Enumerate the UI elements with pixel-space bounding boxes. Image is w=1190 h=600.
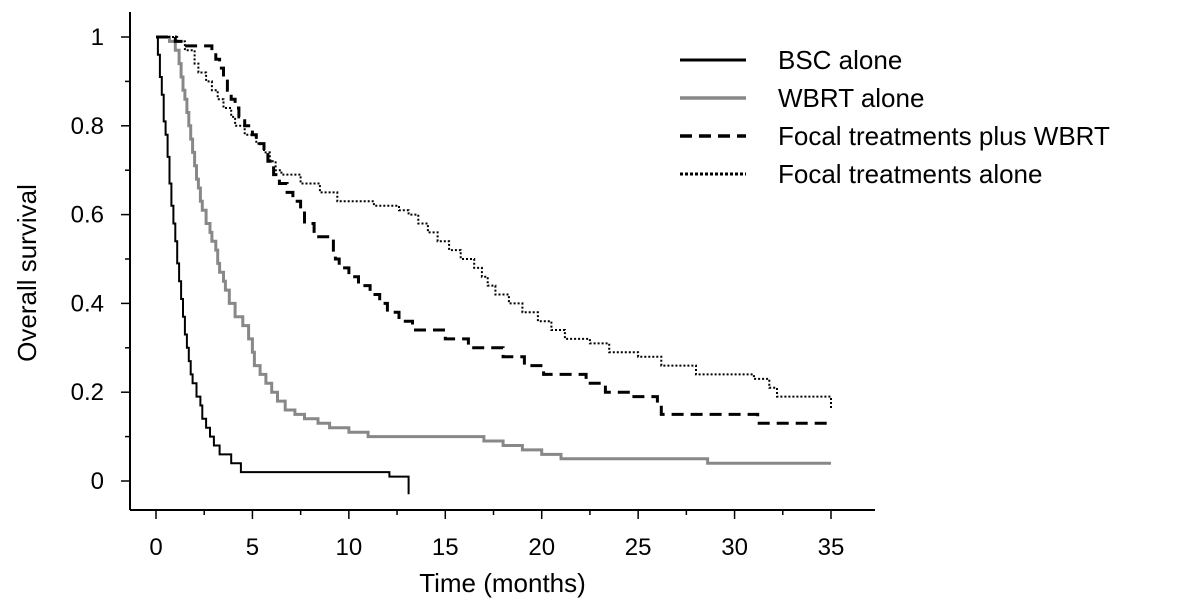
y-tick-label: 0.6 xyxy=(71,202,104,229)
y-tick-label: 0 xyxy=(91,468,104,495)
x-tick-label: 0 xyxy=(149,534,162,561)
x-tick-label: 30 xyxy=(721,534,748,561)
series-line-3 xyxy=(156,35,831,425)
x-tick-label: 25 xyxy=(625,534,652,561)
legend: BSC alone WBRT alone Focal treatments plus… xyxy=(680,45,1110,189)
legend-label: WBRT alone xyxy=(778,83,924,113)
x-tick-label: 10 xyxy=(336,534,363,561)
series-layer xyxy=(156,35,832,495)
x-tick-label: 35 xyxy=(818,534,845,561)
series-line-2 xyxy=(156,35,831,465)
series-line-4 xyxy=(156,36,832,410)
axes: 0 5 10 15 20 25 30 35 0 0.2 0.4 0.6 0.8 1 xyxy=(71,12,875,561)
y-ticks: 0 0.2 0.4 0.6 0.8 1 xyxy=(71,24,130,495)
x-tick-label: 5 xyxy=(246,534,259,561)
y-axis-label: Overall survival xyxy=(12,184,42,362)
x-tick-label: 20 xyxy=(528,534,555,561)
legend-label: Focal treatments alone xyxy=(778,159,1042,189)
y-tick-label: 0.2 xyxy=(71,379,104,406)
y-tick-label: 1 xyxy=(91,24,104,51)
x-tick-label: 15 xyxy=(432,534,459,561)
x-ticks: 0 5 10 15 20 25 30 35 xyxy=(149,510,844,561)
x-axis-label: Time (months) xyxy=(419,568,586,598)
y-tick-label: 0.8 xyxy=(71,113,104,140)
series-line-1 xyxy=(156,36,410,495)
legend-label: Focal treatments plus WBRT xyxy=(778,121,1110,151)
y-tick-label: 0.4 xyxy=(71,290,104,317)
legend-label: BSC alone xyxy=(778,45,902,75)
